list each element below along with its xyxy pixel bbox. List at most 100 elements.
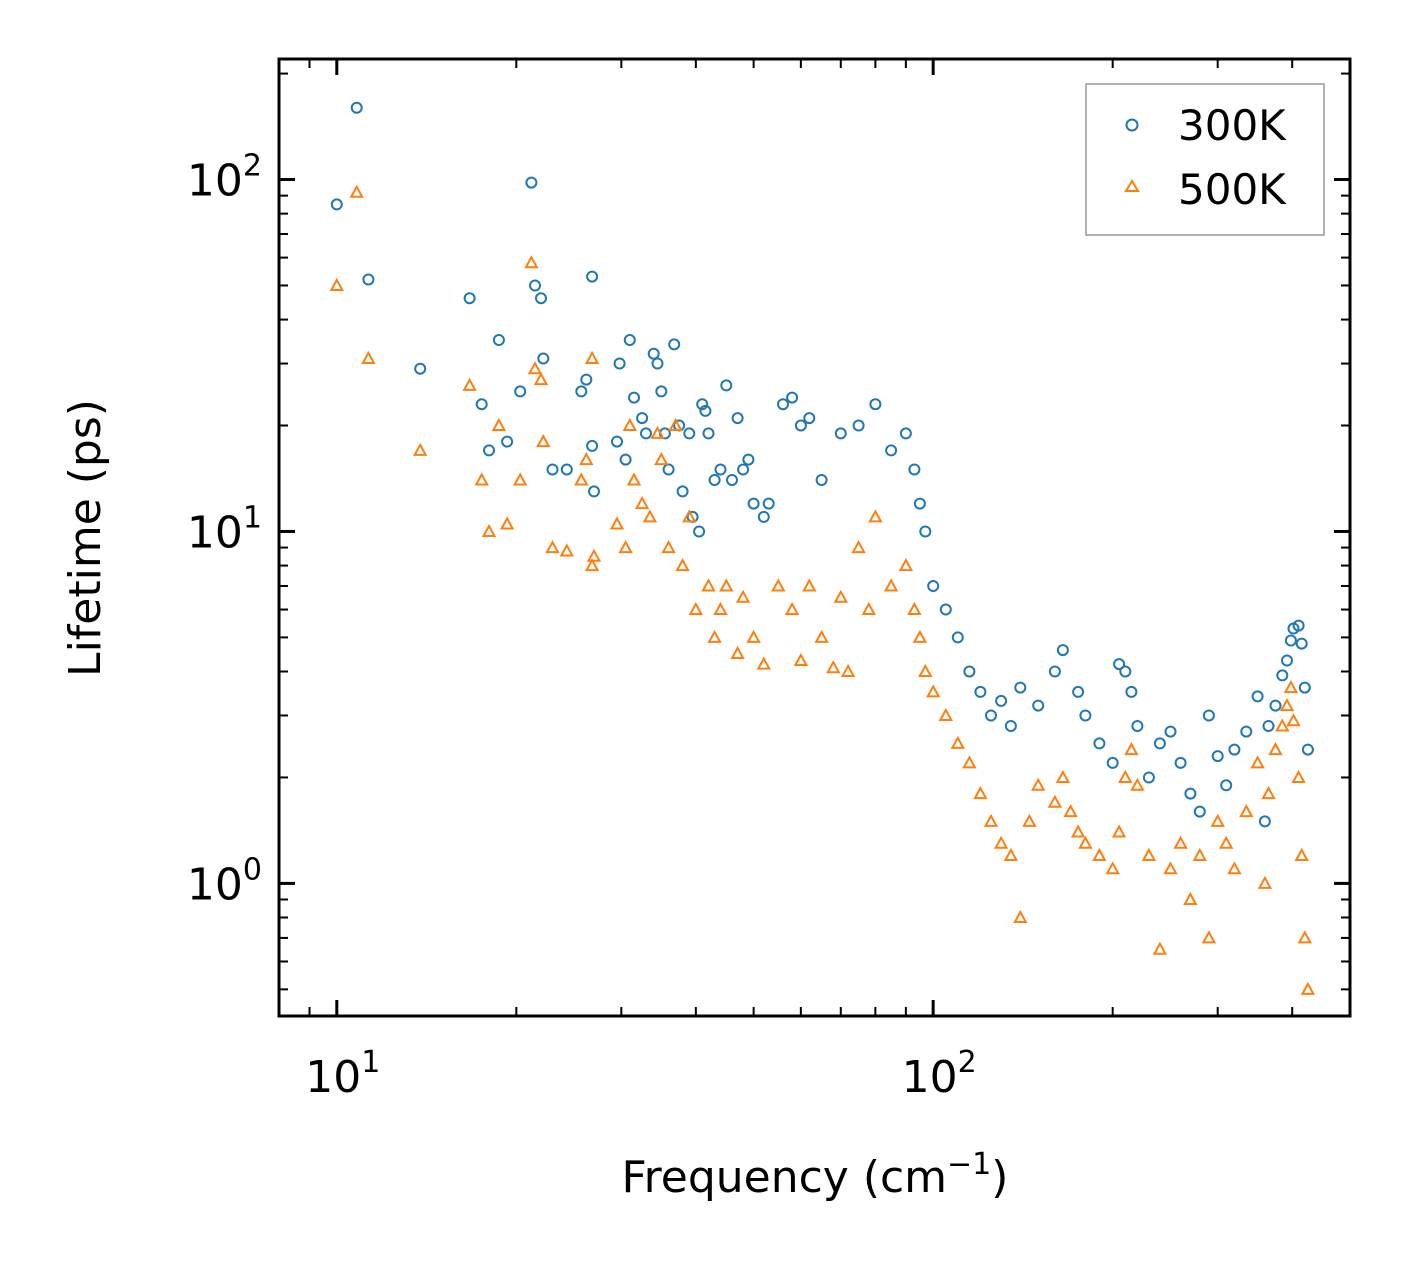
data-point-500k-3 xyxy=(413,442,428,456)
data-point-300k-22 xyxy=(613,357,626,370)
data-point-500k-91 xyxy=(1250,755,1265,769)
tick-labels: 101 102 100 101 102 xyxy=(187,149,977,1103)
data-point-500k-13 xyxy=(536,434,551,448)
x-tick-label-100: 102 xyxy=(902,1045,977,1103)
data-point-500k-84 xyxy=(1183,891,1198,905)
data-point-300k-86 xyxy=(1153,737,1166,750)
x-tick-label-10: 101 xyxy=(305,1045,380,1103)
data-point-500k-83 xyxy=(1173,835,1188,849)
data-point-500k-69 xyxy=(1047,794,1063,808)
data-point-500k-76 xyxy=(1111,824,1127,838)
data-point-500k-60 xyxy=(950,735,965,749)
data-point-300k-52 xyxy=(777,398,789,411)
data-point-300k-51 xyxy=(762,497,775,510)
data-point-300k-63 xyxy=(913,497,926,510)
data-point-500k-97 xyxy=(1283,680,1299,694)
data-point-300k-19 xyxy=(586,439,599,452)
data-point-300k-56 xyxy=(815,474,828,486)
data-point-300k-65 xyxy=(927,580,940,592)
data-point-300k-13 xyxy=(537,352,550,365)
data-point-500k-17 xyxy=(579,452,594,466)
data-point-500k-39 xyxy=(735,589,751,603)
data-point-500k-99 xyxy=(1291,769,1306,783)
data-point-300k-44 xyxy=(720,379,733,392)
data-point-500k-59 xyxy=(938,707,953,721)
data-point-300k-95 xyxy=(1240,725,1253,738)
data-point-500k-45 xyxy=(802,578,817,592)
data-point-500k-44 xyxy=(793,652,809,666)
data-point-300k-39 xyxy=(696,398,709,411)
data-point-500k-19 xyxy=(584,558,600,572)
data-point-300k-57 xyxy=(834,427,847,440)
data-point-300k-74 xyxy=(1032,699,1045,712)
data-point-300k-38 xyxy=(693,525,706,538)
data-point-500k-89 xyxy=(1227,861,1242,875)
data-point-500k-62 xyxy=(973,786,988,800)
legend-marker-300k xyxy=(1125,118,1139,132)
data-point-300k-8 xyxy=(501,435,514,448)
data-point-500k-63 xyxy=(983,813,999,827)
data-point-300k-42 xyxy=(708,474,721,486)
data-point-300k-82 xyxy=(1119,665,1132,678)
data-point-300k-81 xyxy=(1113,658,1126,671)
data-point-300k-93 xyxy=(1220,779,1233,792)
data-point-500k-96 xyxy=(1279,698,1295,712)
data-point-300k-78 xyxy=(1079,709,1092,722)
data-point-300k-15 xyxy=(560,463,573,476)
data-point-500k-55 xyxy=(907,601,922,615)
data-point-500k-80 xyxy=(1141,847,1157,861)
data-point-500k-28 xyxy=(654,452,669,466)
data-point-300k-80 xyxy=(1106,756,1119,769)
data-point-300k-105 xyxy=(1295,637,1308,650)
legend-box xyxy=(1085,83,1325,236)
data-point-300k-99 xyxy=(1269,699,1282,712)
data-point-300k-50 xyxy=(757,510,770,523)
data-point-300k-73 xyxy=(1014,681,1027,694)
data-point-300k-23 xyxy=(619,453,632,466)
data-point-300k-97 xyxy=(1258,815,1271,828)
data-point-300k-79 xyxy=(1093,737,1106,750)
data-point-500k-48 xyxy=(833,589,848,603)
data-point-500k-95 xyxy=(1275,718,1290,732)
data-point-300k-75 xyxy=(1048,665,1061,678)
data-point-500k-65 xyxy=(1003,847,1019,861)
data-point-500k-42 xyxy=(771,578,786,592)
data-point-300k-2 xyxy=(362,273,375,286)
data-point-500k-6 xyxy=(481,523,497,537)
data-point-300k-91 xyxy=(1202,709,1215,722)
data-point-300k-62 xyxy=(908,463,921,476)
data-point-300k-33 xyxy=(668,338,681,351)
data-point-300k-67 xyxy=(951,631,964,644)
data-point-500k-70 xyxy=(1055,769,1071,783)
x-axis-label-superscript: −1 xyxy=(947,1147,991,1182)
data-point-500k-1 xyxy=(349,184,364,198)
data-point-300k-43 xyxy=(714,463,727,476)
data-point-300k-102 xyxy=(1284,634,1297,647)
data-point-500k-85 xyxy=(1192,847,1207,861)
data-point-500k-22 xyxy=(618,540,633,554)
data-point-300k-84 xyxy=(1131,720,1144,732)
data-point-300k-35 xyxy=(676,485,689,498)
data-point-500k-57 xyxy=(918,663,933,677)
data-point-500k-38 xyxy=(730,645,745,659)
data-point-500k-23 xyxy=(622,417,637,431)
data-point-300k-60 xyxy=(885,444,898,457)
data-point-500k-2 xyxy=(361,350,376,364)
data-point-300k-17 xyxy=(580,373,593,386)
data-point-300k-55 xyxy=(803,412,816,425)
data-point-500k-14 xyxy=(545,540,560,554)
data-point-500k-100 xyxy=(1294,847,1309,861)
data-point-300k-77 xyxy=(1072,685,1085,698)
data-point-500k-7 xyxy=(491,417,507,431)
data-point-500k-8 xyxy=(499,516,515,530)
data-point-500k-61 xyxy=(962,755,977,769)
data-point-500k-73 xyxy=(1078,835,1093,849)
data-point-300k-9 xyxy=(514,385,527,398)
legend-marker-500k xyxy=(1124,179,1140,192)
data-point-500k-56 xyxy=(912,629,928,643)
data-point-500k-82 xyxy=(1163,861,1178,875)
data-point-500k-68 xyxy=(1031,777,1046,791)
x-axis-label-main: Frequency (cm xyxy=(622,1152,948,1203)
plot-area xyxy=(329,101,1316,995)
data-point-500k-74 xyxy=(1092,847,1107,861)
